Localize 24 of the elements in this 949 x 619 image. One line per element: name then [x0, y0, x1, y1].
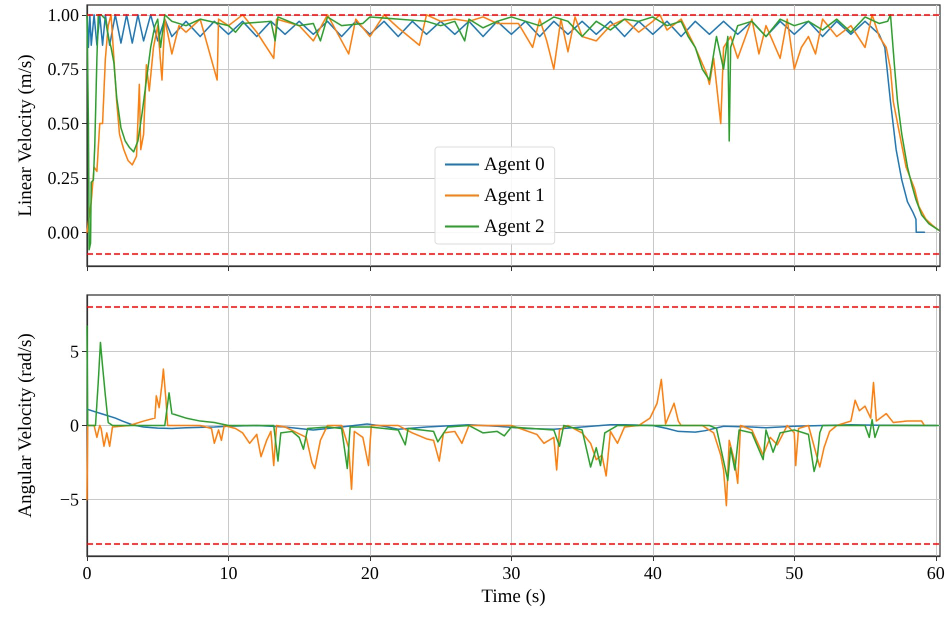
x-tick-label: 50 — [785, 563, 804, 583]
legend-label: Agent 1 — [484, 185, 545, 206]
x-tick-label: 40 — [644, 563, 662, 583]
y-tick-label: −5 — [60, 490, 79, 510]
line-series — [86, 368, 926, 506]
y-tick-label: 0.50 — [48, 114, 79, 134]
y-tick-label: 0.75 — [48, 59, 79, 80]
x-axis-title: Time (s) — [481, 586, 546, 607]
x-tick-label: 0 — [82, 563, 92, 583]
y-axis-title: Angular Velocity (rad/s) — [15, 333, 36, 518]
y-tick-label: 5 — [70, 341, 79, 362]
y-tick-label: 0.25 — [48, 168, 79, 188]
x-tick-label: 60 — [926, 563, 945, 583]
legend-label: Agent 0 — [484, 154, 545, 175]
line-series — [86, 408, 937, 433]
y-axis-title: Linear Velocity (m/s) — [15, 54, 36, 217]
x-tick-label: 10 — [219, 563, 238, 583]
line-series — [86, 325, 940, 482]
y-tick-label: 0.00 — [48, 222, 79, 242]
legend-label: Agent 2 — [484, 216, 545, 237]
y-tick-label: 1.00 — [48, 4, 79, 25]
x-tick-label: 20 — [360, 563, 379, 583]
y-tick-label: 0 — [70, 416, 79, 436]
x-tick-label: 30 — [502, 563, 520, 583]
